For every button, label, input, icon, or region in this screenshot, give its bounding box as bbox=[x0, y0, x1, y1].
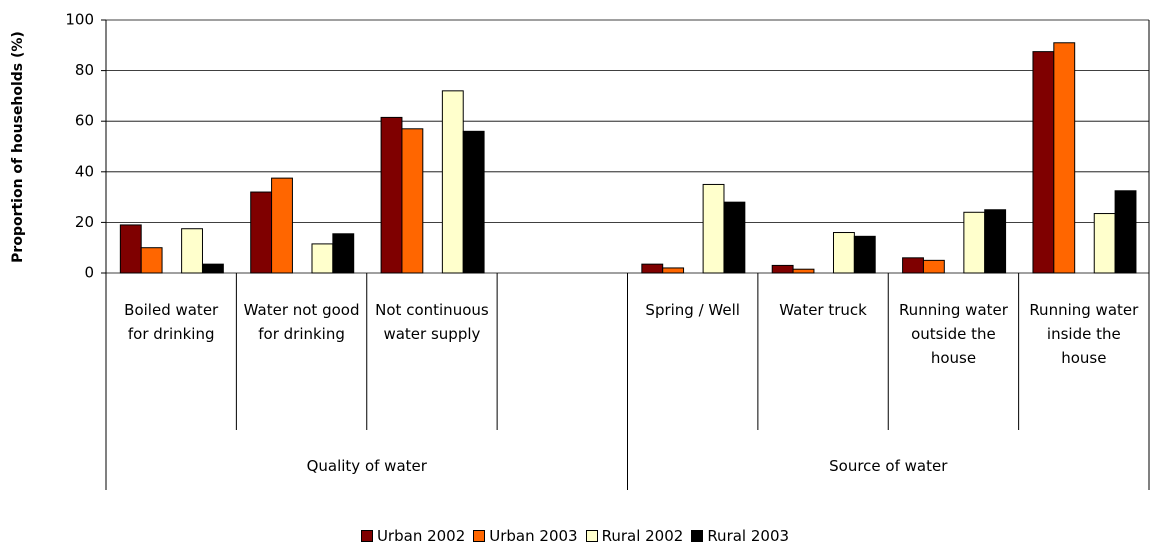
legend-swatch bbox=[473, 530, 486, 542]
bar bbox=[1032, 51, 1055, 274]
legend-item: Urban 2002 bbox=[360, 527, 466, 545]
x-tick-label: Running water outside the house bbox=[898, 301, 1008, 367]
x-tick-label: Water truck bbox=[779, 301, 867, 319]
bar bbox=[201, 263, 224, 274]
y-tick-label: 80 bbox=[75, 61, 94, 79]
x-tick-label: Not continuous water supply bbox=[375, 301, 489, 343]
bar bbox=[662, 267, 685, 274]
bar bbox=[441, 90, 464, 274]
bar bbox=[311, 243, 334, 274]
legend-label: Urban 2002 bbox=[376, 527, 466, 545]
bar bbox=[1053, 42, 1076, 274]
y-axis-label: Proportion of households (%) bbox=[10, 31, 26, 263]
x-tick-label: Running water inside the house bbox=[1029, 301, 1139, 367]
legend-swatch bbox=[585, 530, 598, 542]
x-tick-label: Boiled water for drinking bbox=[124, 301, 219, 343]
group-label: Source of water bbox=[829, 457, 948, 475]
bar bbox=[332, 233, 355, 274]
legend-item: Rural 2003 bbox=[691, 527, 789, 545]
bar bbox=[271, 177, 293, 274]
bar bbox=[853, 235, 876, 274]
legend-swatch bbox=[360, 530, 373, 542]
legend: Urban 2002 Urban 2003 Rural 2002 Rural 2003 bbox=[0, 527, 1150, 545]
bar bbox=[140, 247, 163, 274]
x-tick-label: Water not good for drinking bbox=[243, 301, 360, 343]
y-tick-label: 60 bbox=[75, 112, 94, 130]
bar bbox=[462, 130, 485, 274]
x-tick-label: Spring / Well bbox=[645, 301, 740, 319]
bar bbox=[771, 264, 794, 274]
bar bbox=[902, 257, 924, 274]
y-tick-label: 0 bbox=[84, 264, 94, 282]
legend-label: Rural 2003 bbox=[707, 527, 790, 545]
bar bbox=[922, 259, 945, 274]
bar bbox=[723, 201, 746, 274]
bar bbox=[963, 211, 986, 274]
y-tick-label: 100 bbox=[65, 11, 94, 29]
bar bbox=[832, 232, 855, 274]
bar bbox=[1114, 190, 1137, 274]
bar bbox=[1093, 213, 1116, 274]
legend-label: Urban 2003 bbox=[489, 527, 578, 545]
bar bbox=[380, 116, 403, 274]
legend-item: Urban 2003 bbox=[473, 527, 578, 545]
bar bbox=[641, 263, 664, 274]
bar bbox=[792, 268, 815, 274]
group-label: Quality of water bbox=[306, 457, 427, 475]
y-tick-label: 40 bbox=[75, 162, 94, 180]
y-tick-label: 20 bbox=[75, 213, 94, 231]
bar bbox=[401, 128, 424, 274]
bar bbox=[181, 228, 203, 274]
bar bbox=[250, 191, 273, 274]
bar bbox=[119, 224, 142, 274]
legend-label: Rural 2002 bbox=[601, 527, 684, 545]
legend-item: Rural 2002 bbox=[585, 527, 684, 545]
bar bbox=[984, 209, 1007, 274]
bar bbox=[702, 183, 725, 274]
legend-swatch bbox=[691, 530, 704, 542]
